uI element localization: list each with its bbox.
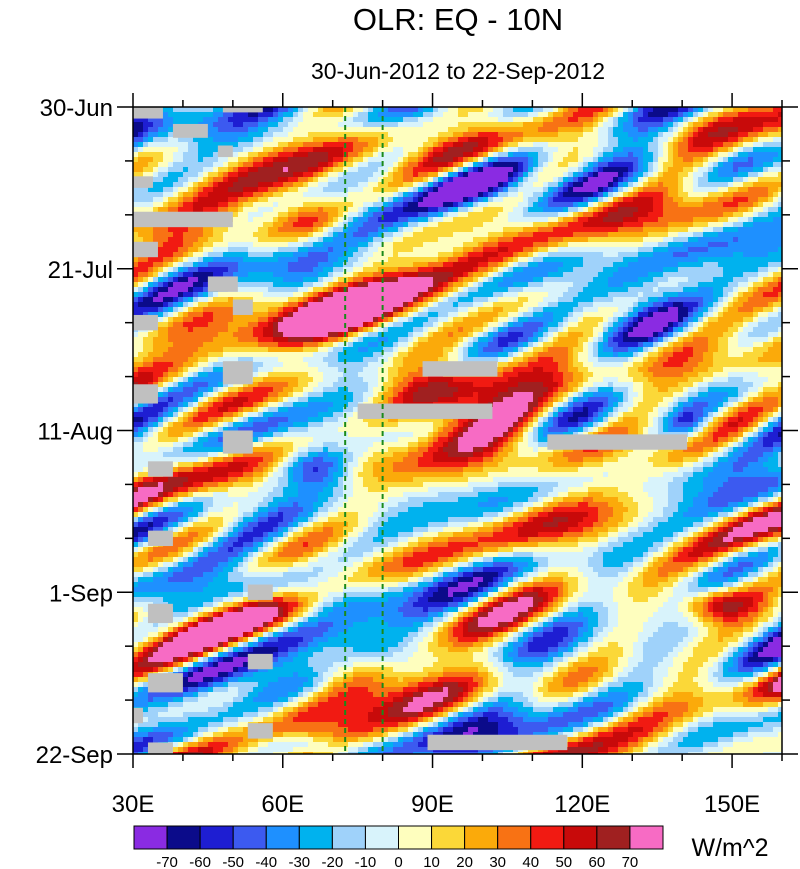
colorbar-swatch — [199, 825, 234, 850]
missing-data-segment — [133, 107, 163, 119]
x-tick-label: 150E — [704, 791, 760, 818]
colorbar-swatch — [629, 825, 664, 850]
missing-data-segment — [133, 241, 158, 258]
missing-data-segment — [547, 434, 688, 450]
missing-data-segment — [207, 276, 238, 292]
missing-data-segment — [133, 176, 153, 188]
chart-title: OLR: EQ - 10N — [353, 2, 563, 37]
missing-data-segment — [147, 461, 173, 477]
colorbar-level-label: 50 — [555, 854, 572, 869]
missing-data-segment — [222, 361, 253, 385]
y-tick-label: 21-Jul — [48, 257, 113, 284]
missing-data-segment — [357, 403, 493, 419]
missing-data-segment — [147, 742, 173, 754]
colorbar-unit-label: W/m^2 — [691, 834, 768, 862]
missing-data-segment — [133, 314, 158, 331]
colorbar: -70 -60 -50 -40 -30 -20 -10 0 10 20 30 40 50 60 70 — [133, 825, 664, 869]
missing-data-segment — [172, 123, 208, 138]
missing-data-segment — [222, 107, 263, 113]
missing-data-layer — [133, 107, 688, 754]
y-tick-label: 1-Sep — [49, 580, 113, 607]
colorbar-swatch — [530, 825, 565, 850]
missing-data-segment — [247, 584, 273, 600]
y-tick-label: 22-Sep — [36, 742, 113, 769]
x-tick-label: 90E — [411, 791, 454, 818]
colorbar-swatch — [166, 825, 201, 850]
colorbar-level-label: -70 — [156, 854, 178, 869]
colorbar-level-label: -10 — [355, 854, 377, 869]
colorbar-level-label: 40 — [522, 854, 539, 869]
missing-data-segment — [133, 384, 158, 404]
missing-data-segment — [422, 361, 498, 377]
colorbar-swatch — [364, 825, 399, 850]
colorbar-swatch — [331, 825, 366, 850]
colorbar-swatch — [298, 825, 333, 850]
colorbar-level-label: 10 — [423, 854, 440, 869]
colorbar-level-label: -40 — [255, 854, 277, 869]
colorbar-level-label: 60 — [589, 854, 606, 869]
y-tick-label: 30-Jun — [40, 95, 113, 122]
missing-data-segment — [427, 734, 568, 751]
x-tick-label: 30E — [112, 791, 155, 818]
colorbar-level-label: -60 — [189, 854, 211, 869]
missing-data-segment — [133, 211, 233, 228]
missing-data-segment — [232, 299, 253, 315]
missing-data-segment — [247, 653, 273, 670]
colorbar-level-label: -50 — [222, 854, 244, 869]
chart-subtitle: 30-Jun-2012 to 22-Sep-2012 — [311, 58, 605, 84]
missing-data-segment — [147, 673, 183, 693]
missing-data-segment — [147, 603, 173, 624]
missing-data-segment — [222, 430, 253, 454]
missing-data-segment — [133, 707, 143, 724]
x-tick-label: 60E — [261, 791, 304, 818]
colorbar-swatch — [265, 825, 300, 850]
colorbar-swatch — [497, 825, 532, 850]
colorbar-swatch — [232, 825, 267, 850]
colorbar-level-label: 20 — [456, 854, 473, 869]
x-axis: 30E 60E 90E 120E 150E — [112, 93, 783, 818]
x-tick-label: 120E — [554, 791, 610, 818]
colorbar-swatch — [431, 825, 466, 850]
colorbar-level-label: 70 — [622, 854, 639, 869]
colorbar-level-label: -20 — [322, 854, 344, 869]
colorbar-level-label: 0 — [394, 854, 402, 869]
missing-data-segment — [247, 723, 273, 739]
colorbar-swatch — [133, 825, 168, 850]
y-tick-label: 11-Aug — [37, 419, 113, 446]
y-axis: 30-Jun 21-Jul 11-Aug 1-Sep 22-Sep — [36, 95, 798, 769]
colorbar-swatch — [464, 825, 499, 850]
missing-data-segment — [147, 530, 173, 547]
missing-data-segment — [217, 145, 233, 158]
colorbar-level-label: -30 — [288, 854, 310, 869]
colorbar-swatch — [563, 825, 598, 850]
colorbar-swatch — [596, 825, 631, 850]
colorbar-swatch — [398, 825, 433, 850]
colorbar-level-label: 30 — [489, 854, 506, 869]
